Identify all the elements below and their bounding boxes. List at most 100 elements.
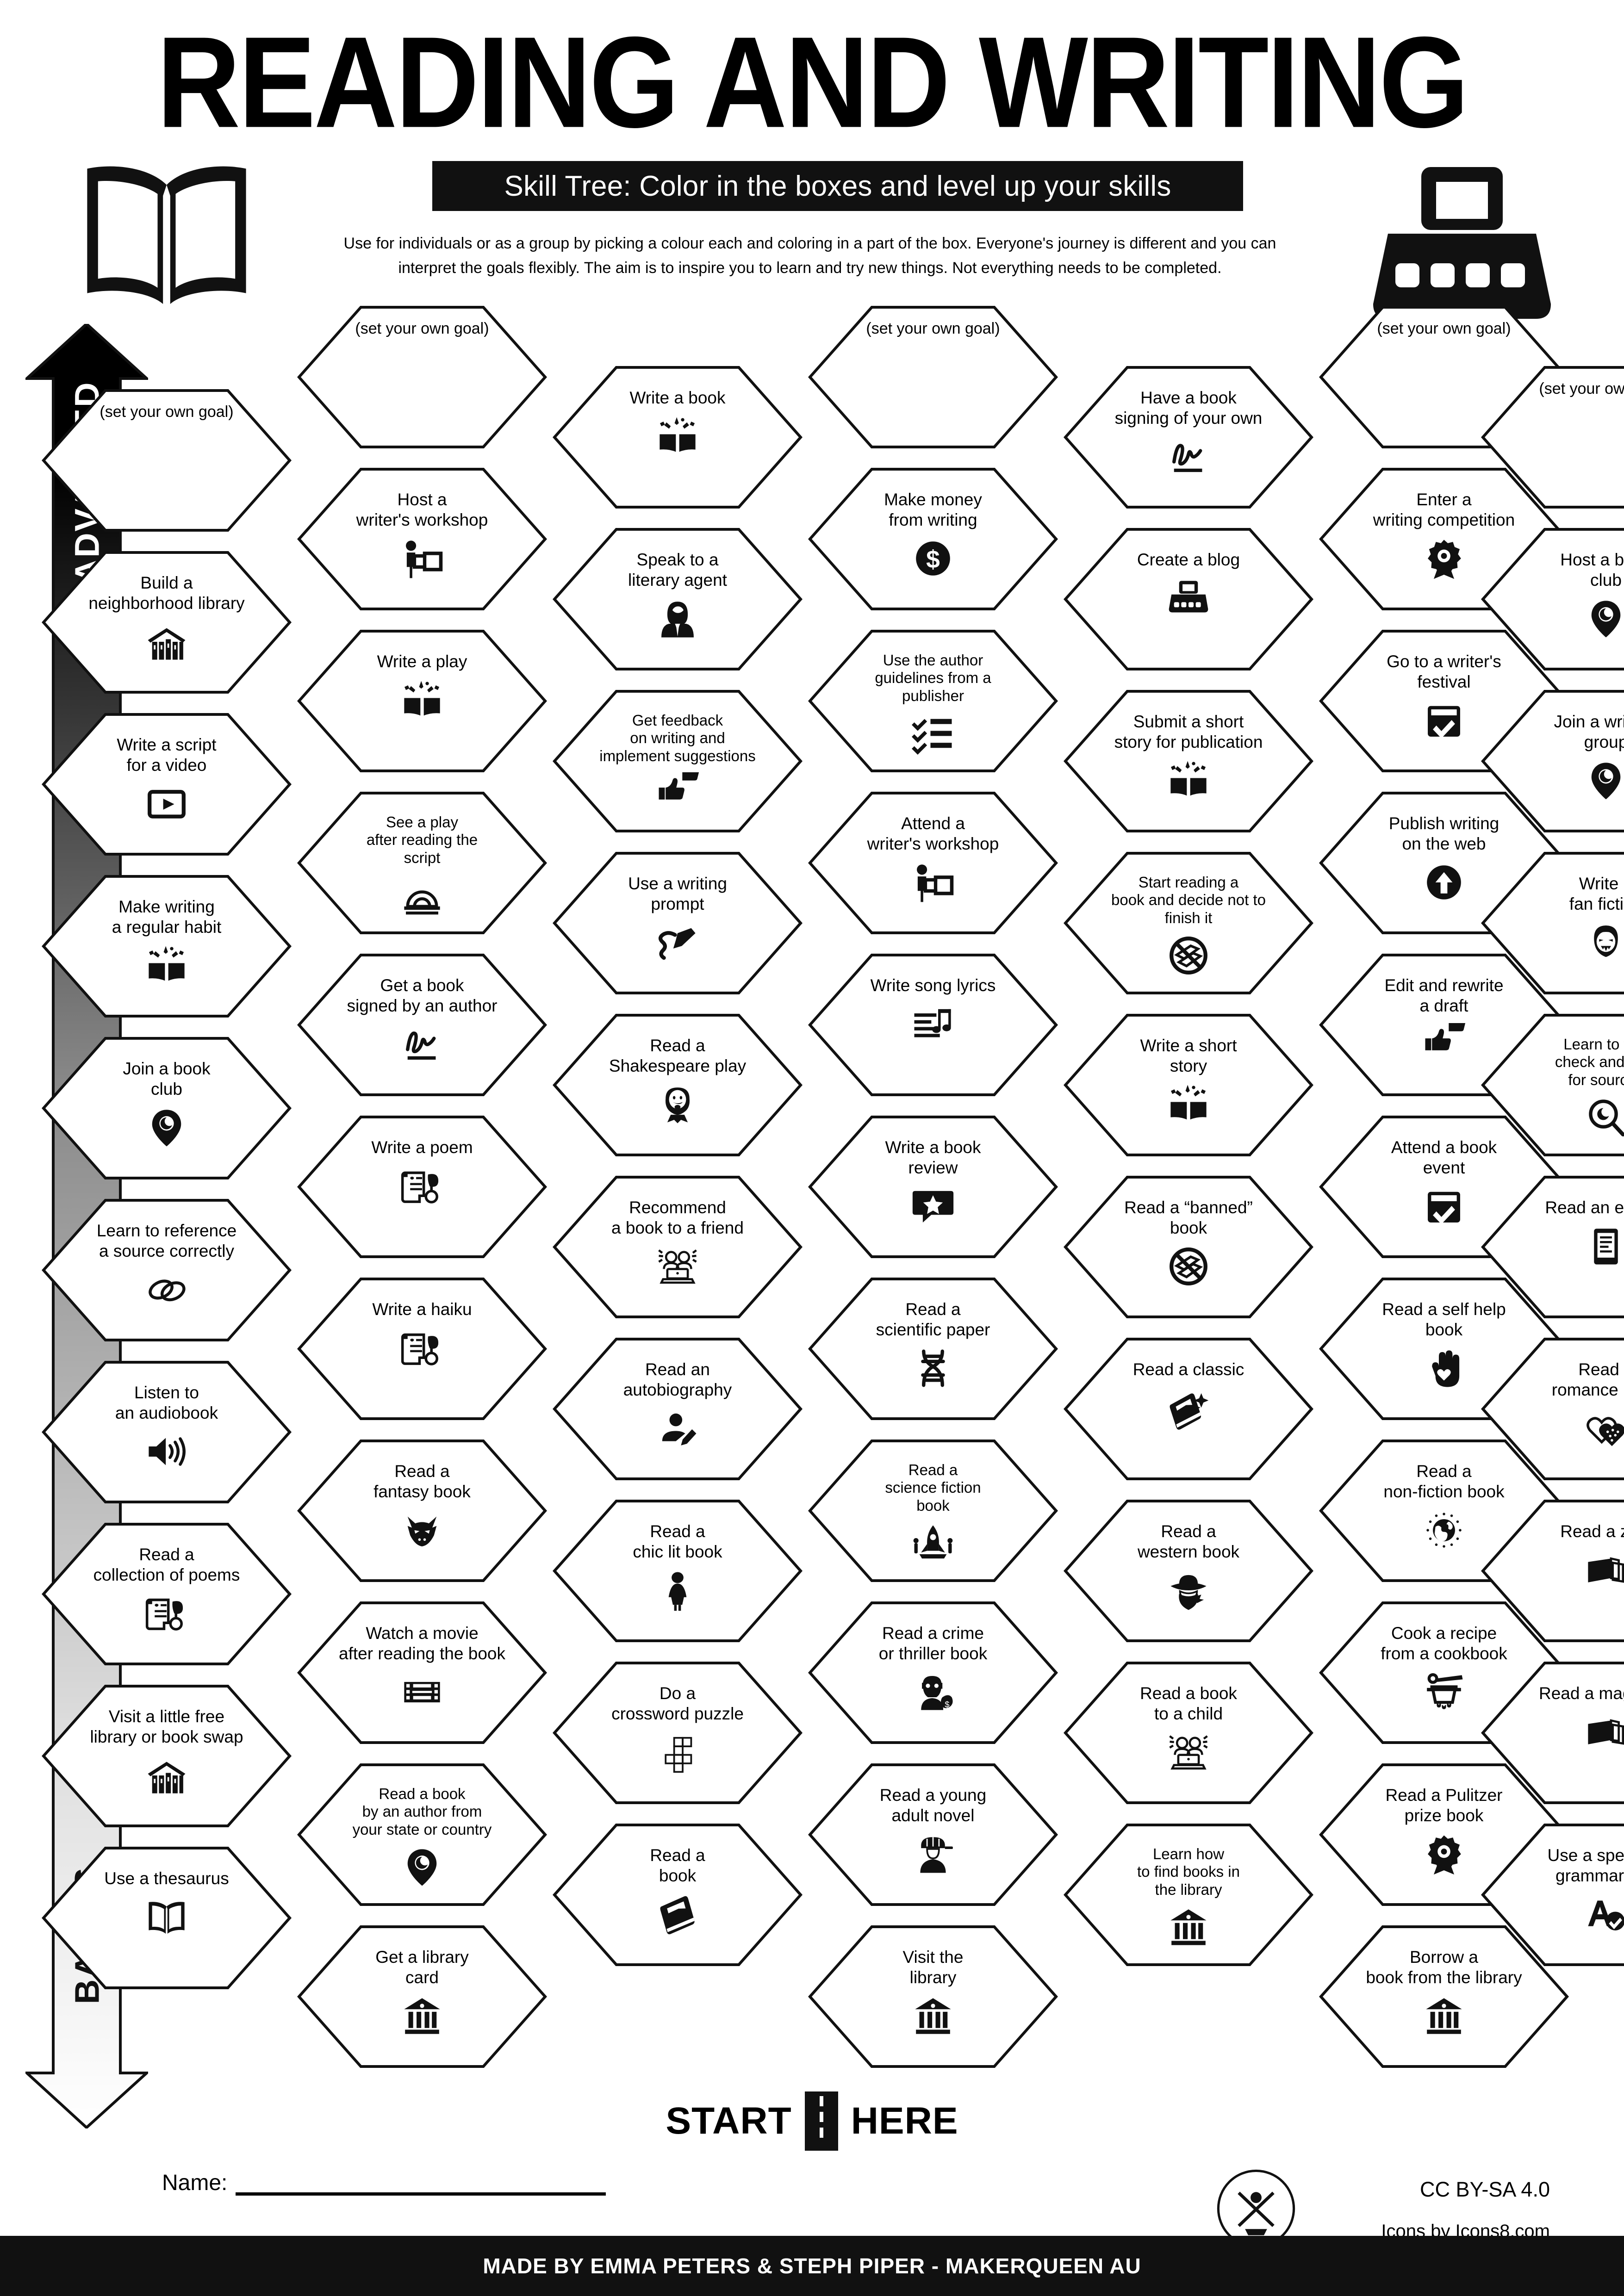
skill-hex-cell[interactable]: Get a book signed by an author (297, 953, 548, 1097)
hex-label: (set your own goal) (866, 320, 1000, 337)
skill-hex-cell[interactable]: (set your own goal) (41, 389, 292, 532)
name-input-line[interactable] (236, 2188, 606, 2196)
skill-hex-cell[interactable]: Read a scientific paper (808, 1277, 1058, 1421)
skill-hex-cell[interactable]: Do a crossword puzzle (552, 1661, 803, 1805)
hex-label: (set your own goal) (100, 403, 234, 421)
skill-hex-cell[interactable]: Get feedback on writing and implement sugg… (552, 689, 803, 833)
skill-hex-cell[interactable]: Join a book club (41, 1036, 292, 1180)
agent-woman-icon (656, 597, 699, 640)
skill-hex-cell[interactable]: Read aromance book (1481, 1337, 1624, 1481)
skill-hex-cell[interactable]: Read a western book (1063, 1499, 1314, 1643)
spellcheck-icon (1585, 1893, 1624, 1936)
skill-hex-cell[interactable]: Write song lyrics (808, 953, 1058, 1097)
skill-hex-cell[interactable]: Read a zine (1481, 1499, 1624, 1643)
skill-hex-cell[interactable]: Read a classic (1063, 1337, 1314, 1481)
skill-hex-cell[interactable]: Read an e-book (1481, 1175, 1624, 1319)
hex-label: Start reading a book and decide not to fin… (1111, 874, 1266, 926)
hex-outline (552, 1175, 803, 1319)
skill-hex-cell[interactable]: Use a spelling /grammar tool (1481, 1823, 1624, 1967)
skill-hex-cell[interactable]: Build a neighborhood library (41, 551, 292, 694)
skill-hex-cell[interactable]: Read a science fiction book (808, 1439, 1058, 1582)
skill-hex-cell[interactable]: Learn to factcheck and lookfor sources (1481, 1013, 1624, 1157)
skill-hex-cell[interactable]: Start reading a book and decide not to fin… (1063, 851, 1314, 995)
skill-hex-cell[interactable]: Join a writer'sgroup (1481, 689, 1624, 833)
skill-hex-cell[interactable]: Read a crime or thriller book $ (808, 1601, 1058, 1744)
skill-hex-cell[interactable]: Watch a movie after reading the book (297, 1601, 548, 1744)
hex-outline (1481, 1337, 1624, 1481)
skill-hex-cell[interactable]: Read a chic lit book (552, 1499, 803, 1643)
hex-label: Create a blog (1137, 550, 1240, 569)
shakespeare-icon (656, 1083, 699, 1126)
skill-hex-cell[interactable]: Have a book signing of your own (1063, 366, 1314, 509)
skill-hex-cell[interactable]: Make writing a regular habit (41, 875, 292, 1018)
skill-hex-cell[interactable]: Listen to an audiobook (41, 1360, 292, 1504)
play-button-icon (145, 782, 188, 825)
skill-hex-cell[interactable]: Write a poem (297, 1115, 548, 1259)
skill-hex-cell[interactable]: Recommend a book to a friend (552, 1175, 803, 1319)
skill-hex-cell[interactable]: Attend a writer's workshop (808, 791, 1058, 935)
skill-hex-cell[interactable]: Read a “banned” book (1063, 1175, 1314, 1319)
upload-arrow-icon (1423, 861, 1465, 904)
skill-hex-cell[interactable]: Read a Shakespeare play (552, 1013, 803, 1157)
skill-hex-cell[interactable]: Get a library card (297, 1925, 548, 2068)
thumbs-icon (656, 772, 699, 815)
name-field[interactable]: Name: (162, 2170, 606, 2196)
hex-outline (41, 551, 292, 694)
hex-label: Build a neighborhood library (88, 573, 245, 613)
skill-hex-cell[interactable]: Visit the library (808, 1925, 1058, 2068)
skill-hex-cell[interactable]: Read a book by an author from your state o… (297, 1763, 548, 1906)
skill-hex-cell[interactable]: Host a writer's workshop (297, 467, 548, 611)
skill-hex-cell[interactable]: Read a collection of poems (41, 1522, 292, 1666)
skill-hex-cell[interactable]: Read a fantasy book (297, 1439, 548, 1582)
skill-hex-cell[interactable]: Submit a short story for publication (1063, 689, 1314, 833)
skill-hex-cell[interactable]: Write a script for a video (41, 713, 292, 856)
hex-outline (297, 1601, 548, 1744)
skill-hex-cell[interactable]: (set your own goal) (808, 305, 1058, 449)
two-people-laptop-icon (1167, 1731, 1210, 1774)
skill-hex-cell[interactable]: Write a haiku (297, 1277, 548, 1421)
hex-label: Read a fantasy book (373, 1462, 471, 1501)
skill-hex-cell[interactable]: Read a young adult novel (808, 1763, 1058, 1906)
hex-outline (808, 791, 1058, 935)
skill-hex-cell[interactable]: Use the author guidelines from a publisher (808, 629, 1058, 773)
start-here-banner: START HERE (0, 2091, 1624, 2151)
hex-label: Learn to reference a source correctly (96, 1221, 237, 1260)
hex-outline (1481, 1661, 1624, 1805)
hex-outline (1063, 1013, 1314, 1157)
skill-hex-cell[interactable]: Make money from writing $ (808, 467, 1058, 611)
hex-outline (297, 1439, 548, 1582)
skill-hex-cell[interactable]: Read a book (552, 1823, 803, 1967)
signature-icon (401, 1023, 443, 1066)
skill-hex-cell[interactable]: Write a book review (808, 1115, 1058, 1259)
skill-hex-cell[interactable]: Learn how to find books in the library (1063, 1823, 1314, 1967)
skill-hex-cell[interactable]: Write a short story (1063, 1013, 1314, 1157)
hex-outline (41, 1522, 292, 1666)
hex-label: Read a non-fiction book (1383, 1462, 1505, 1501)
footer-credit: MADE BY EMMA PETERS & STEPH PIPER - MAKE… (483, 2254, 1141, 2278)
skill-hex-cell[interactable]: Create a blog (1063, 527, 1314, 671)
skill-hex-cell[interactable]: Use a writing prompt (552, 851, 803, 995)
magazine-icon (1585, 1711, 1624, 1754)
skill-hex-cell[interactable]: Speak to a literary agent (552, 527, 803, 671)
skill-hex-cell[interactable]: (set your own goal) (1481, 366, 1624, 509)
skill-hex-cell[interactable]: Learn to reference a source correctly (41, 1198, 292, 1342)
skill-hex-cell[interactable]: Write a book (552, 366, 803, 509)
hex-label: Use the author guidelines from a publisher (875, 652, 991, 704)
skill-hex-cell[interactable]: Read an autobiography (552, 1337, 803, 1481)
skill-hex-cell[interactable]: Read a book to a child (1063, 1661, 1314, 1805)
hex-label: Read a magazine (1538, 1684, 1624, 1703)
skill-hex-cell[interactable]: Borrow a book from the library (1319, 1925, 1569, 2068)
hex-outline (1481, 1013, 1624, 1157)
skill-hex-cell[interactable]: Read a magazine (1481, 1661, 1624, 1805)
skill-hex-cell[interactable]: See a play after reading the script (297, 791, 548, 935)
skill-hex-cell[interactable]: Use a thesaurus (41, 1846, 292, 1990)
hex-label: Read an autobiography (623, 1360, 732, 1399)
skill-hex-cell[interactable]: Write a play (297, 629, 548, 773)
museum-icon (401, 1995, 443, 2037)
skill-hex-cell[interactable]: (set your own goal) (297, 305, 548, 449)
skill-hex-cell[interactable]: Visit a little free library or book swap (41, 1684, 292, 1828)
hex-label: Speak to a literary agent (628, 550, 727, 590)
